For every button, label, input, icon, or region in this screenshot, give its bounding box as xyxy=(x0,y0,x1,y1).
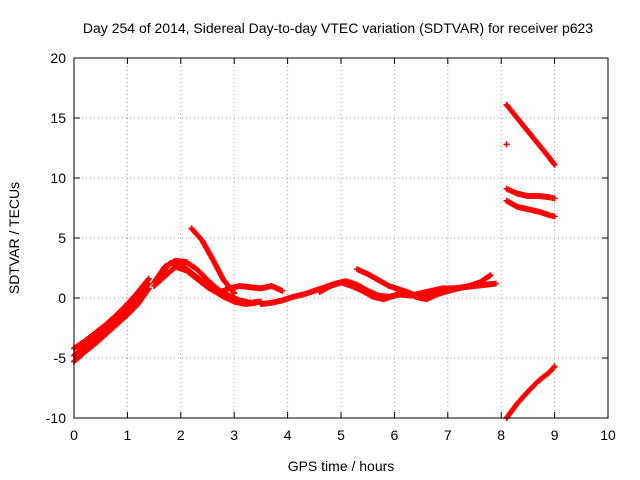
y-axis-label: SDTVAR / TECUs xyxy=(6,182,22,294)
y-tick-label: 0 xyxy=(58,290,66,306)
data-series xyxy=(156,260,259,307)
plot-frame xyxy=(73,57,609,419)
data-point xyxy=(492,280,499,287)
data-series xyxy=(354,266,457,301)
y-tick-label: 5 xyxy=(58,230,66,246)
x-tick-label: 7 xyxy=(444,427,452,443)
data-point xyxy=(551,213,558,220)
data-series xyxy=(503,197,558,220)
data-point xyxy=(487,272,494,279)
data-series xyxy=(503,185,558,202)
data-point xyxy=(145,285,152,292)
grid xyxy=(74,58,608,418)
axis-ticks: 0 1 2 3 4 5 6 7 8 9 10 -10 -5 0 5 10 15 20 xyxy=(46,50,616,443)
x-axis-label: GPS time / hours xyxy=(288,458,395,474)
data-series xyxy=(188,225,238,297)
y-tick-label: 10 xyxy=(50,170,66,186)
x-tick-label: 4 xyxy=(284,427,292,443)
data-point xyxy=(551,363,558,370)
data-series xyxy=(503,141,510,148)
data-point xyxy=(551,195,558,202)
data-points xyxy=(71,101,558,421)
data-point xyxy=(551,161,558,168)
data-point xyxy=(231,290,238,297)
x-tick-label: 3 xyxy=(230,427,238,443)
y-tick-label: -10 xyxy=(46,410,66,426)
y-tick-label: 20 xyxy=(50,50,66,66)
x-tick-label: 8 xyxy=(497,427,505,443)
data-point xyxy=(503,141,510,148)
data-point xyxy=(450,286,457,293)
data-point xyxy=(279,287,286,294)
x-tick-label: 2 xyxy=(177,427,185,443)
y-tick-label: -5 xyxy=(54,350,67,366)
x-tick-label: 10 xyxy=(600,427,616,443)
data-series xyxy=(503,363,558,421)
data-point xyxy=(252,299,259,306)
data-series xyxy=(316,272,494,303)
x-tick-label: 6 xyxy=(391,427,399,443)
data-point xyxy=(145,275,152,282)
y-tick-label: 15 xyxy=(50,110,66,126)
x-tick-label: 5 xyxy=(337,427,345,443)
x-tick-label: 0 xyxy=(70,427,78,443)
chart-title: Day 254 of 2014, Sidereal Day-to-day VTE… xyxy=(83,20,593,36)
x-tick-label: 9 xyxy=(551,427,559,443)
data-series xyxy=(503,101,558,168)
x-tick-label: 1 xyxy=(124,427,132,443)
data-series xyxy=(71,275,152,352)
